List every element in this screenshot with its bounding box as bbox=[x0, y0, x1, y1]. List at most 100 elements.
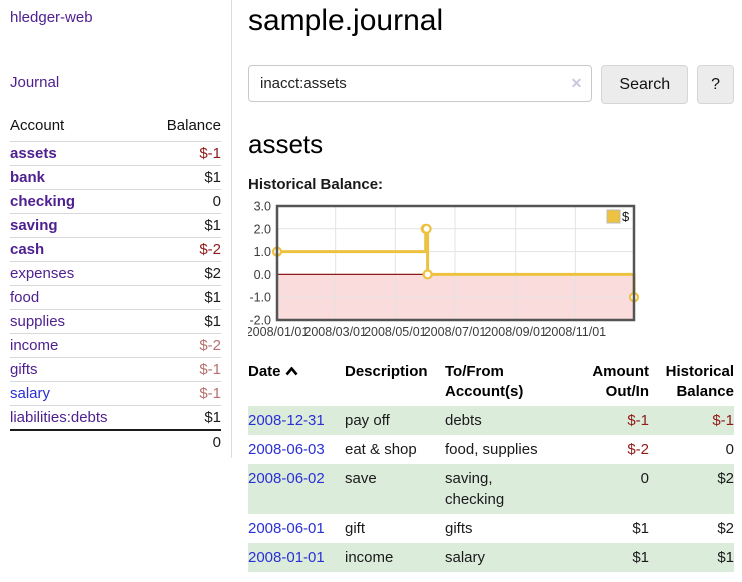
sidebar-account-link-expenses[interactable]: expenses bbox=[10, 265, 75, 282]
transaction-balance: $1 bbox=[717, 549, 734, 566]
transaction-description: pay off bbox=[345, 412, 390, 429]
account-row: food $1 bbox=[10, 285, 221, 310]
transaction-date-link[interactable]: 2008-06-02 bbox=[248, 470, 325, 487]
sidebar-account-link-saving[interactable]: saving bbox=[10, 217, 58, 234]
search-form: ✕ Search ? bbox=[248, 65, 734, 104]
account-row: saving $1 bbox=[10, 213, 221, 238]
transaction-row: 2008-06-01 gift gifts $1 $2 bbox=[248, 514, 734, 543]
sidebar-account-link-assets[interactable]: assets bbox=[10, 145, 57, 162]
account-balance: $1 bbox=[145, 405, 221, 430]
svg-text:3.0: 3.0 bbox=[254, 201, 271, 214]
sidebar-account-link-checking[interactable]: checking bbox=[10, 193, 76, 210]
transaction-balance: $2 bbox=[717, 520, 734, 537]
transaction-row: 2008-12-31 pay off debts $-1 $-1 bbox=[248, 406, 734, 435]
help-button[interactable]: ? bbox=[697, 65, 734, 104]
account-row: supplies $1 bbox=[10, 309, 221, 334]
transaction-row: 2008-06-03 eat & shop food, supplies $-2 0 bbox=[248, 435, 734, 464]
sidebar-account-link-supplies[interactable]: supplies bbox=[10, 313, 66, 330]
transaction-balance: 0 bbox=[725, 441, 734, 458]
transaction-description: eat & shop bbox=[345, 441, 417, 458]
search-input[interactable] bbox=[248, 65, 593, 102]
transaction-date-link[interactable]: 2008-06-03 bbox=[248, 441, 325, 458]
sort-by-date-header[interactable]: Date bbox=[248, 363, 298, 380]
page-title: sample.journal bbox=[248, 4, 444, 37]
description-column-header: Description bbox=[345, 363, 428, 380]
transaction-amount: $1 bbox=[632, 520, 649, 537]
transaction-amount: 0 bbox=[640, 470, 649, 487]
accounts-balance-table: Account Balance assets $-1 bank $1 checking 0… bbox=[10, 115, 221, 454]
sidebar-account-link-cash[interactable]: cash bbox=[10, 241, 45, 258]
transaction-row: 2008-06-02 save saving, checking 0 $2 bbox=[248, 464, 734, 514]
sidebar-account-link-food[interactable]: food bbox=[10, 289, 40, 306]
accounts-column-header: Account bbox=[10, 117, 65, 134]
transaction-amount: $-1 bbox=[627, 412, 649, 429]
transaction-date-link[interactable]: 2008-06-01 bbox=[248, 520, 325, 537]
account-balance: $-1 bbox=[145, 357, 221, 382]
transaction-description: save bbox=[345, 470, 377, 487]
register-account-heading: assets bbox=[248, 129, 324, 159]
account-row: assets $-1 bbox=[10, 141, 221, 166]
app-title-link[interactable]: hledger-web bbox=[10, 9, 93, 26]
account-balance: $-2 bbox=[145, 237, 221, 262]
account-balance: $-1 bbox=[145, 141, 221, 166]
account-balance: 0 bbox=[145, 189, 221, 214]
accounts-column-header-main: To/From Account(s) bbox=[445, 363, 524, 400]
svg-text:2008/11/01: 2008/11/01 bbox=[544, 325, 606, 339]
historical-balance-chart: 3.0 2.0 1.0 0.0 -1.0 -2.0 2008/01/01 2008/03/01… bbox=[246, 200, 742, 341]
account-balance: $1 bbox=[145, 285, 221, 310]
account-row: cash $-2 bbox=[10, 237, 221, 262]
account-balance: $-2 bbox=[145, 333, 221, 358]
transaction-accounts: food, supplies bbox=[445, 441, 538, 458]
legend-swatch bbox=[606, 209, 621, 224]
sort-ascending-icon bbox=[285, 362, 298, 382]
svg-text:2008/07/01: 2008/07/01 bbox=[424, 325, 487, 339]
transaction-accounts: saving, checking bbox=[445, 470, 505, 508]
svg-text:-1.0: -1.0 bbox=[249, 291, 271, 305]
account-row: bank $1 bbox=[10, 165, 221, 190]
transaction-date-link[interactable]: 2008-01-01 bbox=[248, 549, 325, 566]
transaction-balance: $-1 bbox=[712, 412, 734, 429]
svg-text:2008/05/01: 2008/05/01 bbox=[364, 325, 427, 339]
transaction-amount: $1 bbox=[632, 549, 649, 566]
account-row: liabilities:debts $1 bbox=[10, 405, 221, 430]
account-row: checking 0 bbox=[10, 189, 221, 214]
chart-canvas: 3.0 2.0 1.0 0.0 -1.0 -2.02008/01/012008/03/01… bbox=[246, 200, 640, 339]
svg-text:1.0: 1.0 bbox=[254, 245, 271, 259]
transaction-date-link[interactable]: 2008-12-31 bbox=[248, 412, 325, 429]
register-table: Date Description To/From Account(s) Amou… bbox=[248, 360, 734, 572]
account-row: gifts $-1 bbox=[10, 357, 221, 382]
account-balance: $1 bbox=[145, 309, 221, 334]
sidebar-account-link-income[interactable]: income bbox=[10, 337, 59, 354]
account-balance: $1 bbox=[145, 165, 221, 190]
transaction-accounts: gifts bbox=[445, 520, 473, 537]
search-button[interactable]: Search bbox=[601, 65, 689, 104]
account-balance: $-1 bbox=[145, 381, 221, 406]
svg-text:2.0: 2.0 bbox=[254, 222, 271, 236]
transaction-description: income bbox=[345, 549, 394, 566]
account-balance: $2 bbox=[145, 261, 221, 286]
amount-column-header: Amount Out/In bbox=[592, 363, 649, 400]
svg-text:2008/09/01: 2008/09/01 bbox=[484, 325, 547, 339]
sidebar-item-journal[interactable]: Journal bbox=[10, 74, 60, 91]
accounts-total-row: 0 bbox=[10, 429, 221, 454]
transaction-accounts: debts bbox=[445, 412, 482, 429]
transaction-amount: $-2 bbox=[627, 441, 649, 458]
transaction-accounts: salary bbox=[445, 549, 486, 566]
sidebar-account-link-bank[interactable]: bank bbox=[10, 169, 46, 186]
clear-search-icon[interactable]: ✕ bbox=[570, 75, 583, 91]
chart-title: Historical Balance: bbox=[248, 176, 384, 193]
main-content: sample.journal ✕ Search ? assets Histori… bbox=[232, 0, 742, 572]
svg-text:2008/01/01: 2008/01/01 bbox=[248, 325, 308, 339]
transaction-row: 2008-01-01 income salary $1 $1 bbox=[248, 543, 734, 572]
sidebar-account-link-salary[interactable]: salary bbox=[10, 385, 51, 402]
balance-column-header: Balance bbox=[166, 117, 221, 134]
svg-text:-2.0: -2.0 bbox=[249, 314, 271, 328]
account-row: salary $-1 bbox=[10, 381, 221, 406]
transaction-description: gift bbox=[345, 520, 366, 537]
sidebar-account-link-liabilities-debts[interactable]: liabilities:debts bbox=[10, 409, 108, 426]
sidebar-account-link-gifts[interactable]: gifts bbox=[10, 361, 38, 378]
accounts-total-balance: 0 bbox=[145, 429, 221, 454]
account-balance: $1 bbox=[145, 213, 221, 238]
svg-text:2008/03/01: 2008/03/01 bbox=[304, 325, 367, 339]
